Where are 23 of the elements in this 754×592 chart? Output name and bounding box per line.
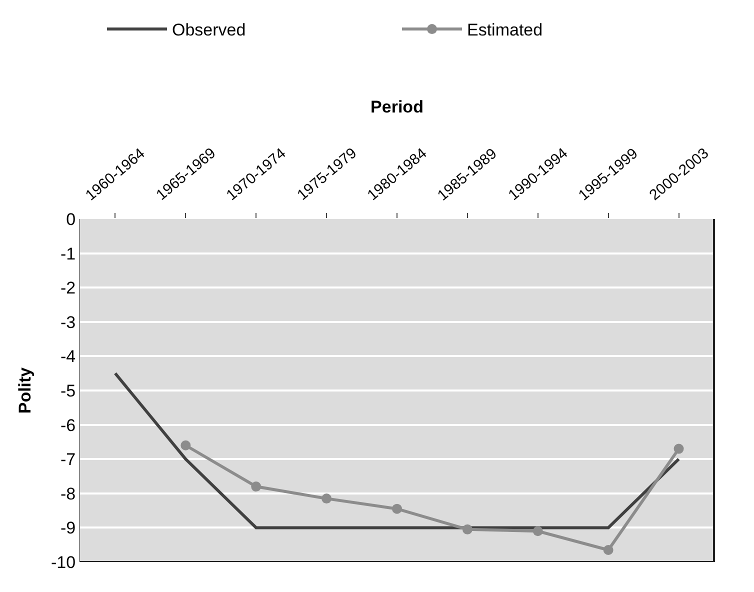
point	[392, 504, 402, 514]
x-axis-title: Period	[370, 98, 424, 117]
point	[462, 524, 472, 534]
y-axis-title: Polity	[16, 366, 35, 414]
y-tick-label: -7	[60, 450, 76, 470]
y-tick-label: -8	[60, 484, 76, 504]
y-tick-label: -3	[60, 312, 76, 332]
y-tick-label: 0	[66, 210, 76, 229]
y-tick-label: -2	[60, 278, 76, 298]
y-tick-label: -1	[60, 244, 76, 264]
y-tick-label: -5	[60, 381, 76, 400]
point	[251, 482, 262, 492]
point	[180, 440, 191, 450]
y-tick-label: -4	[60, 347, 76, 366]
legend-label: Estimated	[467, 20, 543, 40]
legend-label: Observed	[172, 20, 246, 40]
y-tick-label: -6	[60, 416, 76, 435]
y-tick-label: -9	[60, 518, 76, 538]
point	[322, 494, 332, 504]
point	[674, 444, 684, 454]
point	[532, 526, 543, 536]
point	[603, 545, 614, 555]
y-tick-label: -10	[51, 552, 76, 572]
